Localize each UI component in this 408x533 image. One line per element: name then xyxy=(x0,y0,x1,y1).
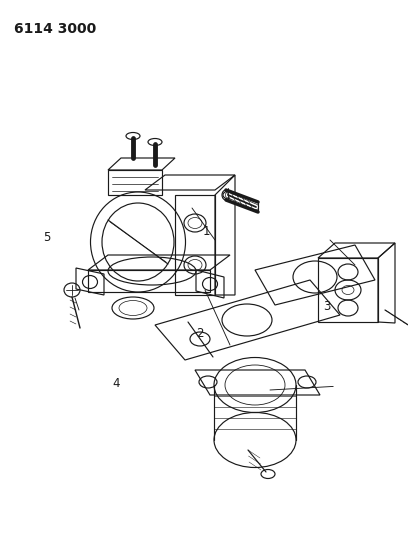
Text: 1: 1 xyxy=(202,225,210,238)
Text: 6114 3000: 6114 3000 xyxy=(14,22,96,36)
Text: 3: 3 xyxy=(323,300,330,313)
Text: 2: 2 xyxy=(196,327,204,340)
Text: 4: 4 xyxy=(113,377,120,390)
Text: 5: 5 xyxy=(43,231,51,244)
